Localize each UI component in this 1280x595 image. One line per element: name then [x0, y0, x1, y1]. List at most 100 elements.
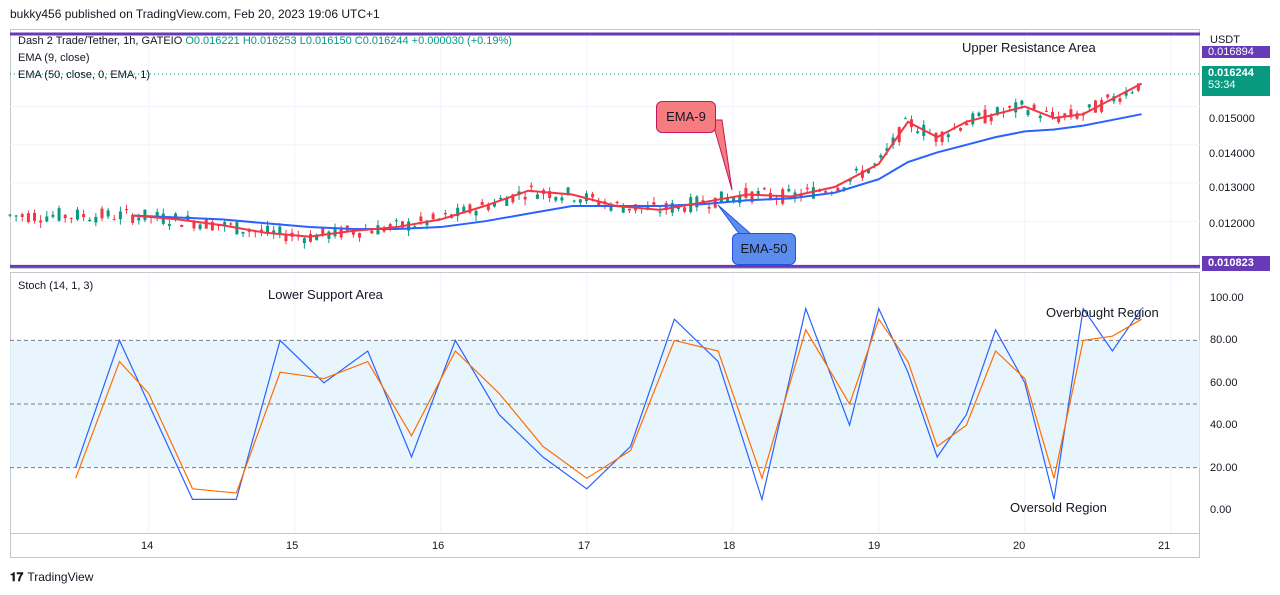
stoch-tick: 80.00 — [1210, 334, 1238, 346]
candle-body — [480, 201, 484, 205]
candle-body — [57, 208, 61, 221]
candle-body — [836, 187, 840, 192]
upper-level-badge: 0.016894 — [1202, 46, 1270, 58]
candle-body — [321, 227, 325, 235]
candle-body — [615, 201, 619, 204]
time-tick: 14 — [141, 540, 154, 552]
candle-body — [854, 168, 858, 171]
candle-body — [879, 155, 883, 158]
candle-body — [51, 214, 55, 217]
candle-body — [351, 231, 355, 235]
candle-body — [1093, 100, 1097, 113]
candle-body — [247, 230, 251, 232]
ema9-legend[interactable]: EMA (9, close) — [18, 52, 90, 64]
candle-body — [474, 210, 478, 216]
candle-body — [842, 187, 846, 189]
candle-body — [811, 187, 815, 199]
candle-body — [762, 188, 766, 190]
time-tick: 19 — [868, 540, 881, 552]
candle-body — [33, 212, 37, 221]
candle-body — [1008, 105, 1012, 108]
candle-body — [1014, 102, 1018, 113]
price-badge-value: 0.016244 — [1208, 67, 1254, 79]
candle-body — [308, 234, 312, 242]
candle-body — [560, 197, 564, 201]
candle-body — [180, 224, 184, 227]
candle-body — [131, 214, 135, 223]
candle-body — [738, 194, 742, 204]
candle-body — [45, 216, 49, 222]
levels — [10, 32, 1200, 268]
candle-body — [1130, 92, 1134, 94]
candle-body — [719, 191, 723, 203]
candle-body — [707, 206, 711, 209]
candle-body — [174, 213, 178, 217]
candle-body — [125, 209, 129, 211]
ema50-legend[interactable]: EMA (50, close, 0, EMA, 1) — [18, 69, 151, 81]
candle-body — [658, 211, 662, 213]
candle-body — [8, 214, 12, 216]
candle-body — [20, 214, 24, 217]
candle-body — [977, 112, 981, 117]
candle-body — [750, 191, 754, 203]
stoch-tick: 20.00 — [1210, 462, 1238, 474]
candle-body — [1106, 94, 1110, 98]
time-axis[interactable] — [10, 533, 1200, 558]
stoch-k-line — [75, 306, 1143, 502]
candle-body — [112, 219, 116, 221]
ema50-callout-pointer — [717, 204, 754, 236]
lower-support-label: Lower Support Area — [268, 287, 383, 302]
candle-body — [989, 116, 993, 122]
candle-body — [1032, 104, 1036, 110]
ema50-line — [134, 113, 1142, 230]
time-tick: 18 — [723, 540, 736, 552]
time-tick: 21 — [1158, 540, 1171, 552]
candle-body — [885, 148, 889, 151]
candle-body — [229, 223, 233, 225]
candle-body — [891, 137, 895, 145]
tradingview-logo[interactable]: 𝟏𝟕 TradingView — [10, 570, 93, 585]
candle-body — [867, 169, 871, 174]
candle-body — [419, 216, 423, 222]
candle-body — [192, 221, 196, 229]
candle-body — [302, 238, 306, 244]
ohlc-open: O0.016221 — [185, 35, 240, 47]
candle-body — [971, 113, 975, 125]
symbol-legend: Dash 2 Trade/Tether, 1h, GATEIO O0.01622… — [18, 35, 512, 47]
candle-body — [1038, 115, 1042, 119]
candle-body — [198, 224, 202, 229]
candle-body — [732, 197, 736, 201]
candle-body — [75, 209, 79, 220]
candle-body — [578, 199, 582, 203]
stoch-tick: 100.00 — [1210, 292, 1244, 304]
ohlc-low: L0.016150 — [299, 35, 352, 47]
stoch-legend[interactable]: Stoch (14, 1, 3) — [18, 280, 94, 292]
price-pane[interactable] — [10, 29, 1200, 269]
upper-resistance-label: Upper Resistance Area — [962, 40, 1096, 55]
candle-body — [744, 187, 748, 198]
currency-label: USDT — [1210, 34, 1240, 46]
candles — [8, 83, 1140, 249]
candle-body — [940, 131, 944, 143]
candle-body — [315, 235, 319, 241]
candle-body — [1087, 104, 1091, 108]
ema50-callout-text: EMA-50 — [740, 241, 788, 256]
candle-body — [327, 231, 331, 239]
candle-body — [333, 227, 337, 237]
symbol-name: Dash 2 Trade/Tether, 1h, GATEIO — [18, 35, 183, 47]
candle-body — [39, 220, 43, 223]
candle-body — [1124, 91, 1128, 96]
candle-body — [259, 229, 263, 233]
candle-body — [946, 134, 950, 138]
candle-body — [400, 221, 404, 228]
candle-body — [554, 197, 558, 201]
ema9-callout-text: EMA-9 — [666, 109, 706, 124]
candle-body — [1020, 100, 1024, 105]
candle-body — [535, 194, 539, 199]
price-tick: 0.015000 — [1209, 113, 1255, 125]
candle-body — [787, 188, 791, 192]
stoch-tick: 0.00 — [1210, 504, 1232, 516]
candle-body — [1100, 100, 1104, 112]
tv-logo-icon: 𝟏𝟕 — [10, 570, 24, 584]
oversold-label: Oversold Region — [1010, 500, 1107, 515]
